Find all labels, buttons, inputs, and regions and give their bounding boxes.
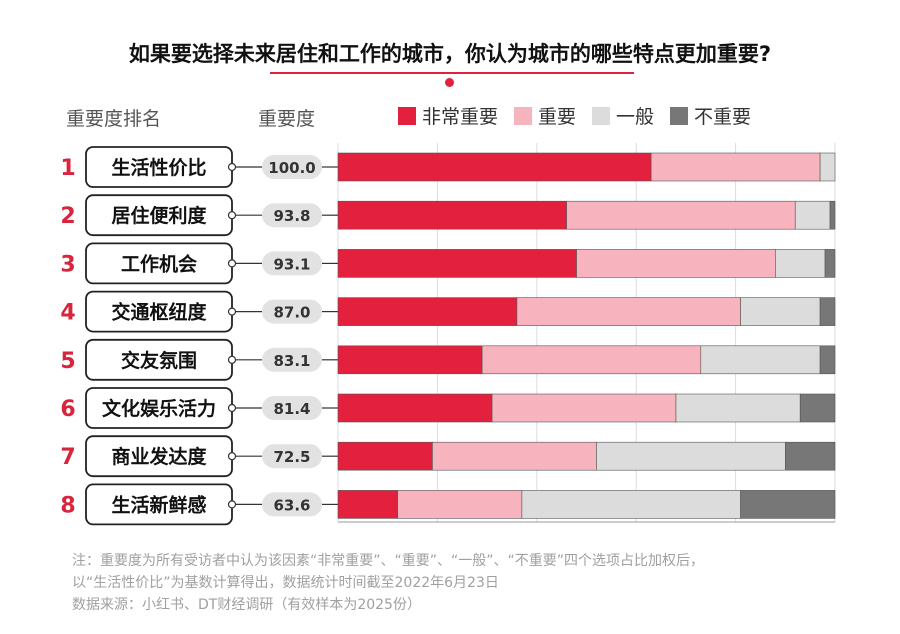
bar-segment-important [491, 393, 677, 423]
bar-segment-average [675, 393, 801, 423]
bar-segment-not-important [799, 393, 836, 423]
rank-number: 8 [60, 493, 75, 518]
connector-dot [227, 162, 237, 172]
score-pill [262, 444, 322, 469]
legend: 非常重要 重要 一般 不重要 [398, 102, 767, 129]
legend-item-average: 一般 [592, 102, 654, 129]
bar-segment-not-important [824, 249, 836, 278]
bar-segment-very-important [337, 200, 567, 230]
footnote-line: 注：重要度为所有受访者中认为该因素“非常重要”、“重要”、“一般”、“不重要”四… [72, 553, 705, 569]
category-label: 文化娱乐活力 [102, 397, 216, 420]
chart-title: 如果要选择未来居住和工作的城市，你认为城市的哪些特点更加重要? [128, 42, 772, 66]
bar-segment-not-important [784, 441, 836, 471]
rank-number: 5 [60, 349, 75, 374]
legend-swatch [514, 106, 533, 125]
score-value: 87.0 [273, 304, 310, 322]
legend-item-very-important: 非常重要 [398, 102, 498, 129]
legend-item-not-important: 不重要 [670, 102, 751, 129]
bar-segment-average [775, 249, 826, 278]
bar-segment-very-important [337, 345, 483, 375]
rank-header: 重要度排名 [66, 108, 162, 130]
bar-segment-average [740, 297, 821, 326]
bar-segment-average [819, 152, 836, 182]
bar-segment-very-important [337, 249, 577, 278]
score-pill [262, 155, 322, 179]
legend-label: 不重要 [694, 106, 752, 128]
score-value: 100.0 [268, 159, 315, 177]
bar-segment-very-important [337, 393, 493, 423]
score-value: 81.4 [273, 400, 310, 418]
score-value: 63.6 [273, 496, 310, 514]
connector-dot [227, 355, 237, 364]
connector-dot [227, 403, 237, 413]
score-value: 83.1 [273, 352, 310, 370]
bar-segment-very-important [337, 297, 518, 326]
score-value: 93.8 [273, 207, 310, 225]
legend-label: 一般 [616, 106, 655, 128]
connector-dot [227, 307, 237, 316]
bar-segment-very-important [337, 152, 652, 182]
connector-dot [227, 211, 237, 220]
legend-swatch [398, 106, 416, 125]
bar-segment-important [397, 490, 523, 519]
bar-segment-average [700, 345, 821, 375]
rank-number: 6 [60, 397, 75, 422]
bar-segment-not-important [829, 200, 836, 230]
rank-number: 3 [60, 252, 75, 277]
score-pill [262, 251, 322, 276]
connector-dot [227, 259, 237, 268]
bar-segment-important [576, 249, 776, 278]
bar-segment-average [596, 441, 786, 471]
category-label: 商业发达度 [111, 445, 207, 468]
rank-number: 1 [60, 156, 75, 181]
score-value: 72.5 [273, 448, 310, 466]
legend-item-important: 重要 [514, 102, 576, 129]
score-pill [262, 347, 322, 372]
bar-segment-very-important [337, 490, 398, 519]
bar-segment-average [794, 200, 831, 230]
category-label: 生活新鲜感 [111, 493, 206, 516]
bar-segment-average [521, 490, 741, 519]
connector-dot [227, 500, 237, 509]
score-value: 93.1 [273, 255, 310, 273]
legend-label: 非常重要 [422, 106, 499, 128]
footnotes: 注：重要度为所有受访者中认为该因素“非常重要”、“重要”、“一般”、“不重要”四… [72, 550, 704, 616]
rank-number: 7 [60, 445, 75, 470]
category-label: 居住便利度 [111, 204, 207, 227]
bar-segment-important [650, 152, 821, 182]
bar-segment-not-important [740, 490, 836, 519]
rank-number: 2 [60, 204, 75, 229]
footnote-line: 数据来源：小红书、DT财经调研（有效样本为2025份） [72, 597, 421, 613]
score-pill [262, 396, 322, 420]
title-dot [445, 78, 454, 87]
score-header: 重要度 [258, 108, 316, 130]
bar-segment-not-important [819, 297, 836, 326]
score-pill [262, 203, 322, 228]
bar-segment-very-important [337, 441, 433, 471]
rank-number: 4 [60, 301, 75, 326]
title-underline [270, 72, 634, 74]
category-label: 交通枢纽度 [111, 301, 207, 324]
footnote-line: 以“生活性价比”为基数计算得出，数据统计时间截至2022年6月23日 [72, 575, 499, 591]
bar-segment-not-important [819, 345, 836, 375]
connector-dot [227, 452, 237, 461]
bar-segment-important [481, 345, 702, 375]
legend-swatch [670, 106, 689, 125]
category-label: 交友氛围 [121, 349, 197, 372]
category-label: 生活性价比 [111, 156, 206, 179]
legend-label: 重要 [538, 106, 577, 128]
legend-swatch [592, 106, 611, 125]
score-pill [262, 299, 322, 324]
bar-segment-important [432, 441, 597, 471]
bar-segment-important [516, 297, 741, 326]
score-pill [262, 492, 322, 517]
bar-segment-important [566, 200, 796, 230]
category-label: 工作机会 [121, 252, 197, 275]
